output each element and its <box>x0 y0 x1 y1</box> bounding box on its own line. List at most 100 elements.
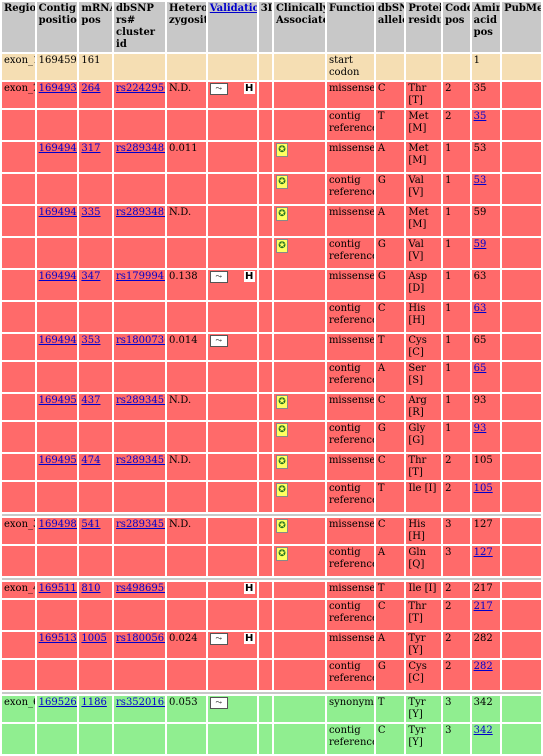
contig-link[interactable]: 16949400 <box>38 143 78 154</box>
aa-link[interactable]: 59 <box>473 239 487 250</box>
contig-link[interactable]: 16949833 <box>38 519 78 530</box>
function-cell: contig reference <box>326 302 374 332</box>
col-validation[interactable]: Validation <box>207 2 257 52</box>
codon-cell: 2 <box>443 82 470 108</box>
codon-cell: 1 <box>443 334 470 360</box>
mrna-link[interactable]: 1005 <box>81 633 107 644</box>
validation-link[interactable]: Validation <box>209 3 257 14</box>
mrna-link[interactable]: 541 <box>81 519 101 530</box>
header-row: Region Contig position mRNA pos dbSNP rs… <box>2 2 541 52</box>
contig-link[interactable]: 16951392 <box>38 633 78 644</box>
aa-link[interactable]: 65 <box>473 363 487 374</box>
mrna-link[interactable]: 474 <box>81 455 101 466</box>
exon-separator <box>2 514 541 516</box>
rs-link[interactable]: rs2242956 <box>116 83 165 94</box>
protein-cell: Cys [C] <box>406 334 442 360</box>
hapmap-icon[interactable]: H <box>243 583 255 594</box>
clinical-icon[interactable]: ✪ <box>275 143 288 157</box>
table-row: contig reference T Met [M] 2 35 <box>2 110 541 140</box>
aa-link[interactable]: 127 <box>473 547 493 558</box>
rs-link[interactable]: rs28934889 <box>116 143 165 154</box>
contig-link[interactable]: 16949520 <box>38 395 78 406</box>
contig-link[interactable]: 16952684 <box>38 697 78 708</box>
codon-cell: 1 <box>443 270 470 300</box>
contig-link[interactable]: 16949430 <box>38 271 78 282</box>
hapmap-icon[interactable]: H <box>243 271 255 282</box>
mrna-link[interactable]: 335 <box>81 207 101 218</box>
aa-link[interactable]: 53 <box>473 175 487 186</box>
contig-link[interactable]: 16949436 <box>38 335 78 346</box>
protein-cell: Tyr [Y] <box>406 724 442 754</box>
protein-cell: Ile [I] <box>406 582 442 598</box>
validation-method-icon[interactable]: ⤳ <box>209 697 228 709</box>
allele-cell: A <box>375 632 405 658</box>
aa-link[interactable]: 342 <box>473 725 493 736</box>
validation-method-icon[interactable]: ⤳ <box>209 335 228 347</box>
aa-link[interactable]: 93 <box>473 423 487 434</box>
function-cell: missense <box>326 394 374 420</box>
aa-cell: 105 <box>471 454 501 480</box>
contig-link[interactable]: 16949557 <box>38 455 78 466</box>
hetero-cell: 0.011 <box>167 142 206 172</box>
clinical-icon[interactable]: ✪ <box>275 395 288 409</box>
rs-link[interactable]: rs4986950 <box>116 583 165 594</box>
mrna-link[interactable]: 437 <box>81 395 101 406</box>
aa-link[interactable]: 282 <box>473 661 493 672</box>
mrna-link[interactable]: 353 <box>81 335 101 346</box>
table-row: exon_1 16945920 161 start codon 1 <box>2 54 541 80</box>
codon-cell: 3 <box>443 546 470 576</box>
protein-cell: Ile [I] <box>406 482 442 512</box>
col-function: Function <box>326 2 374 52</box>
clinical-icon[interactable]: ✪ <box>275 483 288 497</box>
clinical-icon[interactable]: ✪ <box>275 423 288 437</box>
contig-link[interactable]: 16951197 <box>38 583 78 594</box>
function-cell: missense <box>326 454 374 480</box>
rs-link[interactable]: rs1799945 <box>116 271 165 282</box>
clinical-icon[interactable]: ✪ <box>275 175 288 189</box>
rs-link[interactable]: rs35201683 <box>116 697 165 708</box>
aa-cell: 53 <box>471 142 501 172</box>
table-row: ✪ contig reference G Val [V] 1 59 <box>2 238 541 268</box>
rs-link[interactable]: rs28934596 <box>116 455 165 466</box>
clinical-icon[interactable]: ✪ <box>275 239 288 253</box>
clinical-icon[interactable]: ✪ <box>275 455 288 469</box>
aa-link[interactable]: 63 <box>473 303 487 314</box>
aa-link[interactable]: 35 <box>473 111 487 122</box>
aa-cell: 217 <box>471 582 501 598</box>
mrna-link[interactable]: 264 <box>81 83 101 94</box>
contig-link[interactable]: 16949418 <box>38 207 78 218</box>
aa-link[interactable]: 217 <box>473 601 493 612</box>
table-row: ✪ contig reference T Ile [I] 2 105 <box>2 482 541 512</box>
hetero-cell: 0.024 <box>167 632 206 658</box>
col-hetero: Hetero-zygosity <box>167 2 206 52</box>
validation-method-icon[interactable]: ⤳ <box>209 271 228 283</box>
table-row: 16949418 335 rs28934890 N.D. ✪ missense … <box>2 206 541 236</box>
aa-link[interactable]: 105 <box>473 483 493 494</box>
codon-cell: 2 <box>443 660 470 690</box>
rs-link[interactable]: rs28934597 <box>116 395 165 406</box>
mrna-link[interactable]: 317 <box>81 143 101 154</box>
rs-link[interactable]: rs28934595 <box>116 519 165 530</box>
contig-link[interactable]: 16949347 <box>38 83 78 94</box>
allele-cell: G <box>375 270 405 300</box>
clinical-icon[interactable]: ✪ <box>275 207 288 221</box>
validation-method-icon[interactable]: ⤳ <box>209 633 228 645</box>
mrna-link[interactable]: 810 <box>81 583 101 594</box>
codon-cell: 2 <box>443 110 470 140</box>
rs-link[interactable]: rs28934890 <box>116 207 165 218</box>
table-row: exon_6 16952684 1186 rs35201683 0.053 ⤳ … <box>2 696 541 722</box>
clinical-icon[interactable]: ✪ <box>275 547 288 561</box>
hapmap-icon[interactable]: H <box>243 83 255 94</box>
clinical-icon[interactable]: ✪ <box>275 519 288 533</box>
hapmap-icon[interactable]: H <box>243 633 255 644</box>
mrna-link[interactable]: 1186 <box>81 697 107 708</box>
rs-link[interactable]: rs1800562 <box>116 633 165 644</box>
codon-cell: 3 <box>443 518 470 544</box>
codon-cell: 3 <box>443 724 470 754</box>
validation-method-icon[interactable]: ⤳ <box>209 83 228 95</box>
aa-cell: 65 <box>471 334 501 360</box>
mrna-link[interactable]: 347 <box>81 271 101 282</box>
function-cell: missense <box>326 142 374 172</box>
allele-cell: G <box>375 422 405 452</box>
